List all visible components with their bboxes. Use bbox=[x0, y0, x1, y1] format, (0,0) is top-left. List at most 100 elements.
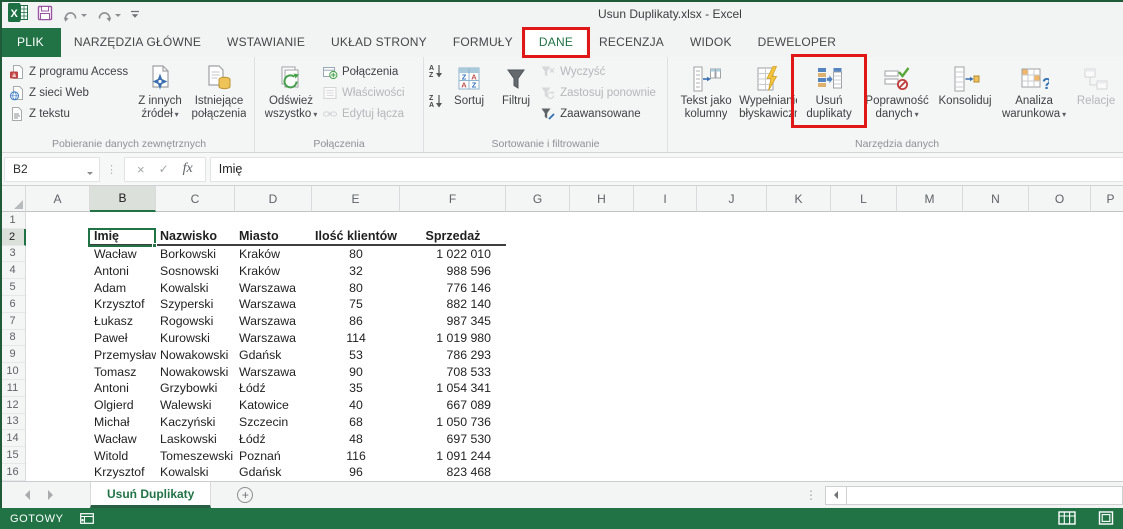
row-header-8[interactable]: 8 bbox=[0, 329, 26, 347]
cell-E13[interactable]: 68 bbox=[349, 414, 363, 429]
consolidate-button[interactable]: Konsoliduj bbox=[933, 59, 997, 135]
cell-E9[interactable]: 53 bbox=[349, 347, 363, 362]
formula-bar-splitter[interactable]: ⋮ bbox=[106, 163, 118, 176]
tab-uklad-strony[interactable]: UKŁAD STRONY bbox=[331, 35, 427, 49]
row-header-13[interactable]: 13 bbox=[0, 413, 26, 431]
cell-C12[interactable]: Walewski bbox=[160, 398, 212, 413]
scroll-left-button[interactable] bbox=[825, 485, 847, 505]
cell-B10[interactable]: Tomasz bbox=[94, 364, 137, 379]
cell-F2[interactable]: Sprzedaż bbox=[400, 229, 506, 246]
tab-formuly[interactable]: FORMUŁY bbox=[452, 35, 513, 49]
customize-qat-icon[interactable] bbox=[130, 6, 140, 24]
cell-B14[interactable]: Wacław bbox=[94, 431, 137, 446]
sheet-prev-icon[interactable] bbox=[20, 490, 30, 500]
cell-F7[interactable]: 987 345 bbox=[446, 314, 491, 329]
save-icon[interactable] bbox=[37, 5, 53, 26]
column-header-A[interactable]: A bbox=[26, 186, 90, 212]
cell-F3[interactable]: 1 022 010 bbox=[436, 246, 491, 261]
cell-E3[interactable]: 80 bbox=[349, 246, 363, 261]
from-access-button[interactable]: a Z programu Access bbox=[9, 63, 131, 80]
tab-narzedzia-glowne[interactable]: NARZĘDZIA GŁÓWNE bbox=[73, 35, 202, 49]
cell-C6[interactable]: Szyperski bbox=[160, 297, 214, 312]
row-header-7[interactable]: 7 bbox=[0, 312, 26, 330]
cell-C16[interactable]: Kowalski bbox=[160, 465, 209, 480]
column-header-E[interactable]: E bbox=[312, 186, 400, 212]
cell-F11[interactable]: 1 054 341 bbox=[436, 381, 491, 396]
cell-F8[interactable]: 1 019 980 bbox=[436, 330, 491, 345]
properties-button[interactable]: Właściwości bbox=[322, 84, 418, 101]
cell-D12[interactable]: Katowice bbox=[239, 398, 289, 413]
refresh-all-button[interactable]: Odśwież wszystko ▾ bbox=[260, 59, 322, 135]
select-all-corner[interactable] bbox=[0, 186, 26, 212]
tab-dane[interactable]: DANE bbox=[521, 27, 591, 58]
cell-C2[interactable]: Nazwisko bbox=[156, 229, 235, 246]
tab-deweloper[interactable]: DEWELOPER bbox=[757, 35, 837, 49]
tab-plik[interactable]: PLIK bbox=[0, 28, 61, 57]
column-header-D[interactable]: D bbox=[235, 186, 312, 212]
relationships-button[interactable]: Relacje bbox=[1071, 59, 1121, 135]
row-header-4[interactable]: 4 bbox=[0, 262, 26, 280]
cell-C13[interactable]: Kaczyński bbox=[160, 414, 216, 429]
row-header-1[interactable]: 1 bbox=[0, 212, 26, 229]
cell-B12[interactable]: Olgierd bbox=[94, 398, 134, 413]
flash-fill-button[interactable]: Wypełnianie błyskawiczne bbox=[739, 59, 797, 135]
row-header-11[interactable]: 11 bbox=[0, 379, 26, 397]
row-header-15[interactable]: 15 bbox=[0, 447, 26, 464]
row-header-5[interactable]: 5 bbox=[0, 279, 26, 296]
cell-E8[interactable]: 114 bbox=[346, 330, 366, 345]
cell-D15[interactable]: Poznań bbox=[239, 448, 281, 463]
cell-B15[interactable]: Witold bbox=[94, 448, 129, 463]
cell-E7[interactable]: 86 bbox=[349, 314, 363, 329]
reapply-filter-button[interactable]: Zastosuj ponownie bbox=[540, 84, 662, 101]
cell-B2[interactable]: Imię bbox=[90, 229, 156, 246]
normal-view-icon[interactable] bbox=[1058, 511, 1076, 528]
cell-F12[interactable]: 667 089 bbox=[446, 398, 491, 413]
connections-button[interactable]: Połączenia bbox=[322, 63, 418, 80]
what-if-analysis-button[interactable]: ? Analiza warunkowa▾ bbox=[997, 59, 1071, 135]
column-header-J[interactable]: J bbox=[697, 186, 767, 212]
cell-B16[interactable]: Krzysztof bbox=[94, 465, 145, 480]
cell-F13[interactable]: 1 050 736 bbox=[436, 414, 491, 429]
cell-C3[interactable]: Borkowski bbox=[160, 246, 217, 261]
from-web-button[interactable]: Z sieci Web bbox=[9, 84, 131, 101]
column-header-M[interactable]: M bbox=[897, 186, 963, 212]
cell-B5[interactable]: Adam bbox=[94, 280, 127, 295]
cell-E5[interactable]: 80 bbox=[349, 280, 363, 295]
undo-button[interactable] bbox=[62, 8, 87, 23]
cell-E10[interactable]: 90 bbox=[349, 364, 363, 379]
column-header-L[interactable]: L bbox=[831, 186, 897, 212]
column-header-C[interactable]: C bbox=[156, 186, 235, 212]
cell-F15[interactable]: 1 091 244 bbox=[436, 448, 491, 463]
horizontal-scrollbar[interactable] bbox=[847, 485, 1123, 505]
cell-B6[interactable]: Krzysztof bbox=[94, 297, 145, 312]
tab-wstawianie[interactable]: WSTAWIANIE bbox=[227, 35, 306, 49]
cell-D10[interactable]: Warszawa bbox=[239, 364, 296, 379]
row-header-16[interactable]: 16 bbox=[0, 463, 26, 481]
row-header-2[interactable]: 2 bbox=[0, 228, 26, 246]
sheet-tab-usun-duplikaty[interactable]: Usuń Duplikaty bbox=[90, 482, 212, 508]
macro-record-icon[interactable] bbox=[79, 513, 94, 524]
cell-F9[interactable]: 786 293 bbox=[446, 347, 491, 362]
cell-D14[interactable]: Łódź bbox=[239, 431, 266, 446]
redo-button[interactable] bbox=[96, 8, 121, 23]
cell-E6[interactable]: 75 bbox=[349, 297, 363, 312]
cell-E14[interactable]: 48 bbox=[349, 431, 363, 446]
cell-F10[interactable]: 708 533 bbox=[446, 364, 491, 379]
text-to-columns-button[interactable]: Tekst jako kolumny bbox=[673, 59, 739, 135]
column-header-I[interactable]: I bbox=[634, 186, 697, 212]
cell-E12[interactable]: 40 bbox=[349, 398, 363, 413]
cell-B13[interactable]: Michał bbox=[94, 414, 130, 429]
tab-recenzja[interactable]: RECENZJA bbox=[599, 35, 664, 49]
cell-F4[interactable]: 988 596 bbox=[446, 263, 491, 278]
cell-E4[interactable]: 32 bbox=[349, 263, 363, 278]
cell-D4[interactable]: Kraków bbox=[239, 263, 281, 278]
column-header-B[interactable]: B bbox=[90, 186, 156, 212]
cell-D2[interactable]: Miasto bbox=[235, 229, 312, 246]
filter-button[interactable]: Filtruj bbox=[492, 59, 540, 135]
cell-D11[interactable]: Łódź bbox=[239, 381, 266, 396]
cell-B3[interactable]: Wacław bbox=[94, 246, 137, 261]
cell-D16[interactable]: Gdańsk bbox=[239, 465, 282, 480]
cell-C8[interactable]: Kurowski bbox=[160, 330, 210, 345]
